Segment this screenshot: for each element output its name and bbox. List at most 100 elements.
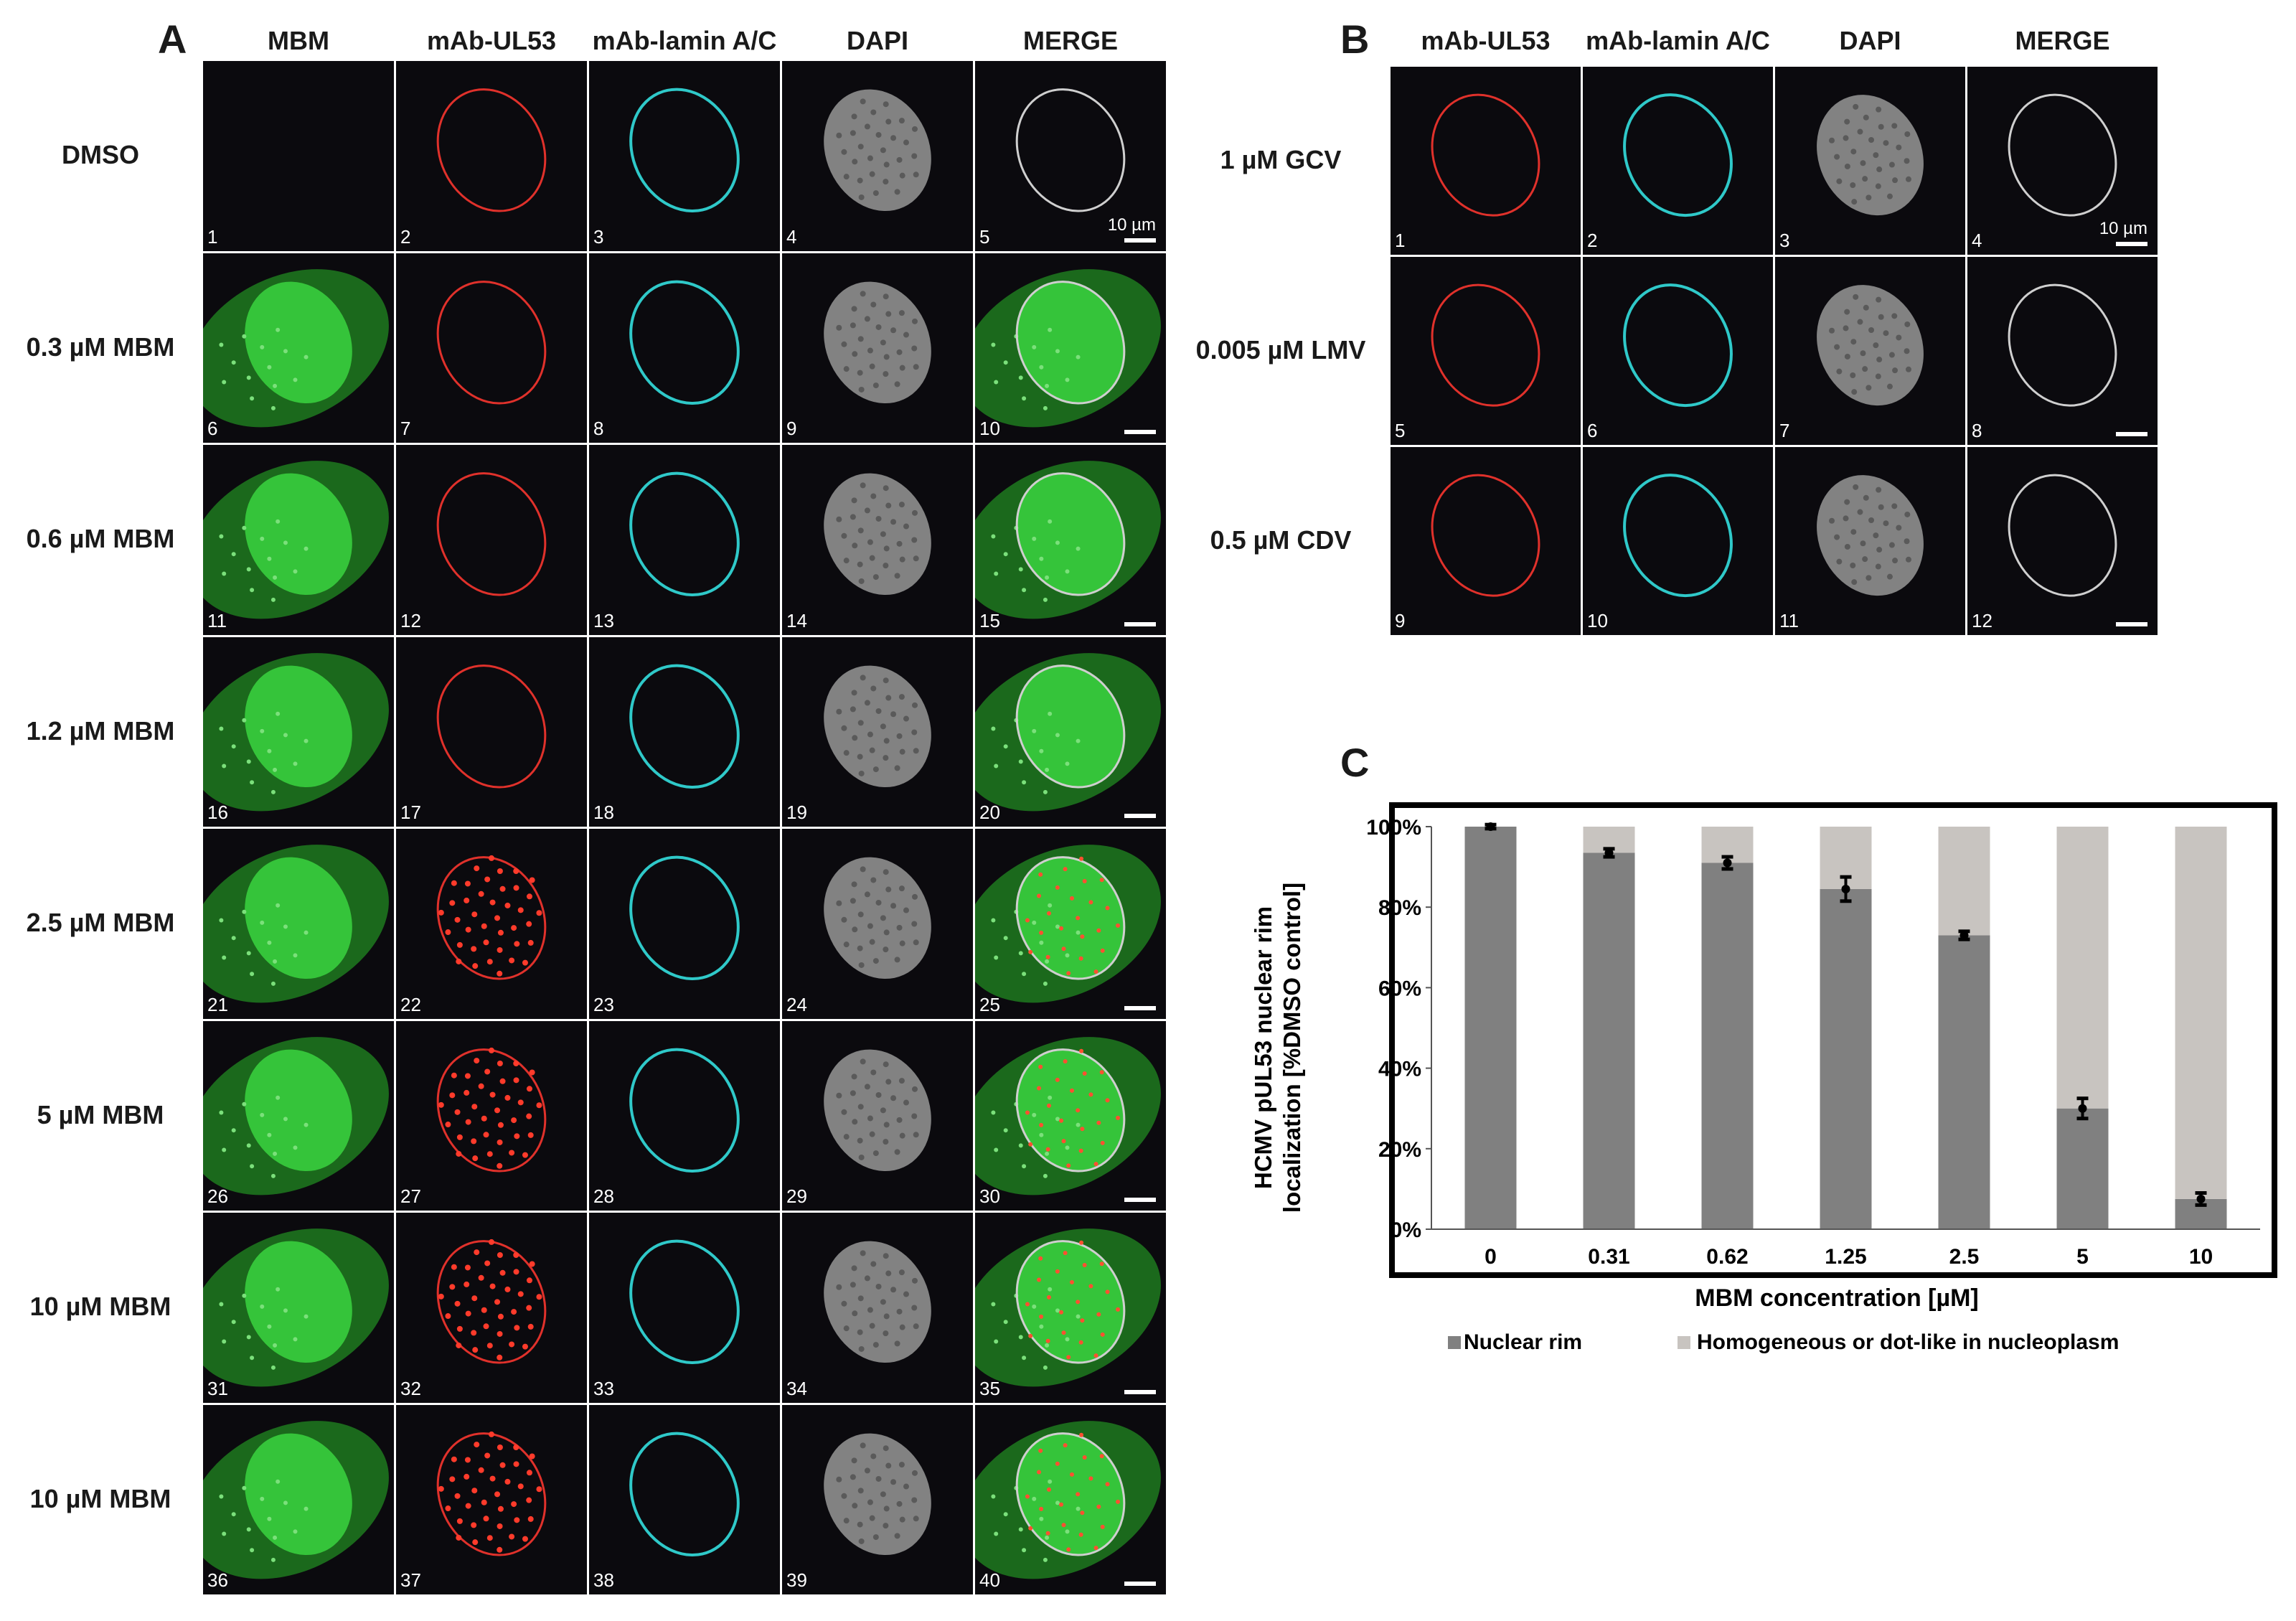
- speckle: [499, 1078, 506, 1084]
- cell-number: 21: [207, 993, 228, 1015]
- speckle: [867, 1115, 873, 1122]
- speckle: [1063, 1251, 1068, 1256]
- nucleus-signal: [1017, 857, 1124, 979]
- speckle: [896, 1500, 903, 1507]
- cell-number: 20: [979, 802, 1000, 823]
- speckle: [858, 1345, 865, 1352]
- micrograph-cell: 22: [396, 829, 587, 1019]
- speckle: [890, 1478, 897, 1485]
- speckle: [472, 963, 479, 969]
- speckle: [222, 380, 227, 385]
- speckle: [1868, 137, 1875, 144]
- speckle: [1834, 534, 1840, 540]
- speckle: [283, 924, 288, 929]
- speckle: [270, 1557, 276, 1562]
- y-tick-label: 0%: [1391, 1218, 1421, 1242]
- speckle: [903, 332, 909, 338]
- speckle: [885, 1079, 892, 1085]
- speckle: [445, 1505, 451, 1511]
- speckle: [864, 1275, 870, 1282]
- speckle: [1061, 1138, 1066, 1143]
- speckle: [486, 1343, 493, 1349]
- speckle: [1037, 893, 1042, 898]
- speckle: [860, 290, 866, 296]
- speckle: [1904, 538, 1910, 545]
- speckle: [231, 936, 236, 941]
- cell-number: 7: [400, 418, 411, 439]
- speckle: [894, 764, 900, 771]
- speckle: [1045, 954, 1050, 959]
- speckle: [896, 540, 903, 547]
- speckle: [898, 693, 905, 700]
- speckle: [1892, 177, 1899, 184]
- speckle: [250, 588, 255, 593]
- speckle: [1096, 1504, 1101, 1509]
- speckle: [864, 123, 870, 130]
- speckle: [1039, 365, 1044, 370]
- speckle: [454, 1109, 461, 1115]
- speckle: [489, 855, 494, 861]
- speckle: [1055, 348, 1060, 353]
- speckle: [250, 779, 255, 784]
- speckle: [867, 539, 873, 545]
- y-tick-label: 100%: [1366, 816, 1421, 840]
- cell-number: 26: [207, 1185, 228, 1207]
- speckle: [1093, 969, 1098, 974]
- cell-number: 19: [786, 802, 807, 823]
- speckle: [273, 383, 278, 388]
- speckle: [246, 1526, 251, 1531]
- speckle: [471, 1295, 478, 1302]
- speckle: [497, 868, 503, 874]
- speckle: [451, 880, 457, 886]
- speckle: [456, 1325, 463, 1332]
- speckle: [994, 571, 999, 576]
- speckle: [857, 177, 863, 184]
- speckle: [276, 519, 281, 524]
- speckle: [1096, 928, 1101, 933]
- panel-a-row-label: 10 µM MBM: [29, 1292, 171, 1322]
- legend-label-nuclear-rim: Nuclear rim: [1464, 1330, 1582, 1354]
- speckle: [499, 1462, 506, 1468]
- speckle: [1037, 1085, 1042, 1090]
- speckle: [852, 1502, 858, 1508]
- x-tick-label: 0.31: [1588, 1245, 1629, 1269]
- speckle: [497, 1251, 503, 1258]
- speckle: [913, 555, 919, 562]
- speckle: [489, 1283, 496, 1289]
- speckle: [994, 955, 999, 960]
- speckle: [1862, 366, 1868, 372]
- speckle: [841, 1493, 847, 1499]
- speckle: [1116, 1115, 1121, 1120]
- speckle: [899, 172, 905, 179]
- cell-number: 12: [400, 609, 421, 631]
- speckle: [896, 156, 903, 163]
- speckle: [273, 767, 278, 772]
- speckle: [1079, 1240, 1084, 1245]
- speckle: [903, 523, 909, 530]
- speckle: [283, 1308, 288, 1313]
- speckle: [1891, 313, 1898, 319]
- legend-label-homogeneous: Homogeneous or dot-like in nucleoplasm: [1697, 1330, 2119, 1354]
- speckle: [1905, 176, 1911, 182]
- speckle: [464, 1089, 470, 1096]
- speckle: [246, 567, 251, 572]
- speckle: [911, 1470, 918, 1476]
- speckle: [260, 920, 265, 925]
- speckle: [513, 885, 519, 891]
- speckle: [1860, 540, 1866, 547]
- speckle: [517, 907, 524, 913]
- speckle: [1905, 366, 1911, 372]
- speckle: [994, 1147, 999, 1152]
- speckle: [860, 482, 866, 489]
- speckle: [522, 1536, 528, 1542]
- speckle: [1025, 1494, 1030, 1499]
- cell-number: 28: [593, 1185, 614, 1207]
- speckle: [836, 1476, 842, 1483]
- speckle: [222, 1339, 227, 1344]
- speckle: [1063, 1442, 1068, 1447]
- speckle: [454, 1300, 461, 1307]
- speckle: [1032, 1304, 1037, 1309]
- panel-b-column-header: mAb-lamin A/C: [1586, 26, 1770, 55]
- panel-a-row-label: 1.2 µM MBM: [26, 715, 175, 746]
- speckle: [526, 1277, 532, 1284]
